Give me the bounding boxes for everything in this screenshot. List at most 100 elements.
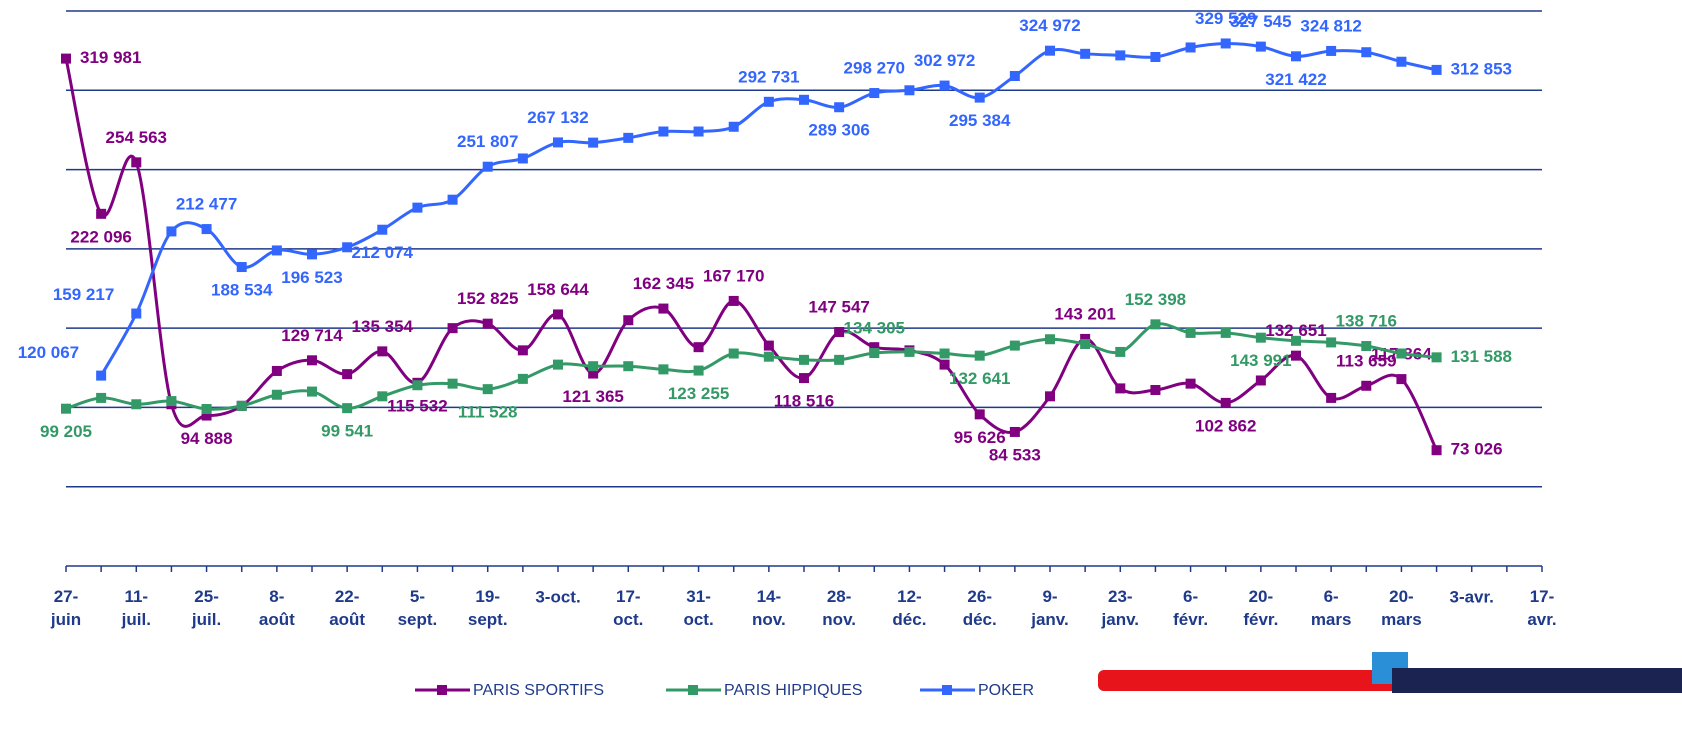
x-tick-label: 6-févr. xyxy=(1173,587,1208,629)
data-label: 212 477 xyxy=(176,195,237,214)
x-tick-label: 5-sept. xyxy=(398,587,438,629)
data-label: 73 026 xyxy=(1451,440,1503,459)
point-marker xyxy=(799,94,809,105)
point-marker xyxy=(1080,48,1091,59)
point-marker xyxy=(939,80,950,91)
legend-marker xyxy=(437,685,447,695)
point-marker xyxy=(553,137,563,148)
series-line xyxy=(64,58,1438,451)
point-marker xyxy=(96,208,107,219)
point-marker xyxy=(974,92,985,103)
point-marker xyxy=(1431,64,1442,75)
point-marker xyxy=(974,350,985,361)
x-tick-label: 12-déc. xyxy=(892,587,926,629)
logo-navy-bar xyxy=(1392,668,1682,693)
data-label: 254 563 xyxy=(106,128,167,147)
point-marker xyxy=(1115,50,1126,61)
data-label: 138 716 xyxy=(1336,312,1397,331)
point-marker xyxy=(1396,348,1407,359)
data-label: 113 659 xyxy=(1336,351,1397,370)
legend-item: PARIS SPORTIFS xyxy=(415,682,604,699)
point-marker xyxy=(1080,333,1091,344)
point-marker xyxy=(342,403,353,414)
point-marker xyxy=(1115,346,1126,357)
point-marker xyxy=(588,368,599,379)
point-marker xyxy=(307,249,317,260)
data-label: 131 588 xyxy=(1451,347,1512,366)
data-label: 120 067 xyxy=(18,343,79,362)
point-marker xyxy=(482,384,493,395)
point-marker xyxy=(377,224,388,235)
point-marker xyxy=(1185,327,1196,338)
point-marker xyxy=(1009,71,1020,82)
point-marker xyxy=(1009,340,1020,351)
point-marker xyxy=(658,126,669,137)
point-marker xyxy=(834,327,845,338)
x-tick-label: 26-déc. xyxy=(963,587,997,629)
data-label: 158 644 xyxy=(527,280,589,299)
data-label: 298 270 xyxy=(844,59,905,78)
point-marker xyxy=(96,392,107,403)
point-marker xyxy=(1291,335,1301,346)
point-marker xyxy=(553,359,563,370)
data-label: 167 170 xyxy=(703,266,764,285)
point-marker xyxy=(482,161,493,172)
data-label: 118 516 xyxy=(774,392,835,411)
series: 319 981 222 096 254 563 94 888 129 714 135 35… xyxy=(61,48,1503,464)
point-marker xyxy=(1326,337,1337,348)
point-marker xyxy=(693,342,704,353)
data-label: 99 541 xyxy=(321,422,373,441)
data-label: 251 807 xyxy=(457,132,518,151)
point-marker xyxy=(61,403,71,414)
point-marker xyxy=(1045,334,1055,345)
x-tick-label: 6-mars xyxy=(1311,587,1352,629)
data-label: 132 641 xyxy=(949,369,1010,388)
point-marker xyxy=(1326,392,1337,403)
point-marker xyxy=(904,85,915,96)
point-marker xyxy=(939,359,950,370)
data-label: 295 384 xyxy=(949,111,1011,130)
point-marker xyxy=(763,96,774,107)
point-marker xyxy=(869,88,880,99)
data-label: 94 888 xyxy=(181,429,233,448)
legend-label: POKER xyxy=(978,682,1034,699)
logo-decoration xyxy=(1098,652,1682,693)
point-marker xyxy=(377,346,388,357)
x-tick-label: 8-août xyxy=(259,587,295,629)
legend-label: PARIS SPORTIFS xyxy=(473,682,604,699)
point-marker xyxy=(517,373,528,384)
point-marker xyxy=(131,308,142,319)
point-marker xyxy=(1080,339,1091,349)
x-tick-label: 25-juil. xyxy=(191,587,221,629)
point-marker xyxy=(61,53,71,64)
x-tick-label: 9-janv. xyxy=(1030,587,1068,629)
x-tick-label: 11-juil. xyxy=(121,587,151,629)
point-marker xyxy=(1150,384,1161,395)
point-marker xyxy=(728,121,739,132)
point-marker xyxy=(834,354,845,365)
x-tick-label: 20-mars xyxy=(1381,587,1422,629)
data-label: 143 991 xyxy=(1230,351,1291,370)
point-marker xyxy=(166,396,177,407)
point-marker xyxy=(271,365,282,376)
data-label: 289 306 xyxy=(808,121,869,140)
data-label: 327 545 xyxy=(1230,12,1291,31)
data-label: 159 217 xyxy=(53,285,114,304)
point-marker xyxy=(307,386,317,397)
data-label: 212 074 xyxy=(352,243,414,262)
point-marker xyxy=(799,373,809,384)
x-tick-label: 3-avr. xyxy=(1449,587,1493,606)
point-marker xyxy=(1045,391,1055,402)
point-marker xyxy=(1361,341,1372,352)
point-marker xyxy=(1185,42,1196,53)
data-label: 102 862 xyxy=(1195,416,1256,435)
data-label: 132 651 xyxy=(1265,321,1326,340)
point-marker xyxy=(412,380,423,391)
point-marker xyxy=(342,242,353,253)
point-marker xyxy=(1291,350,1301,361)
legend-label: PARIS HIPPIQUES xyxy=(724,682,862,699)
x-tick-label: 17-avr. xyxy=(1527,587,1556,629)
logo-red-bar xyxy=(1098,670,1398,691)
point-marker xyxy=(131,399,142,410)
data-label: 196 523 xyxy=(281,268,342,287)
